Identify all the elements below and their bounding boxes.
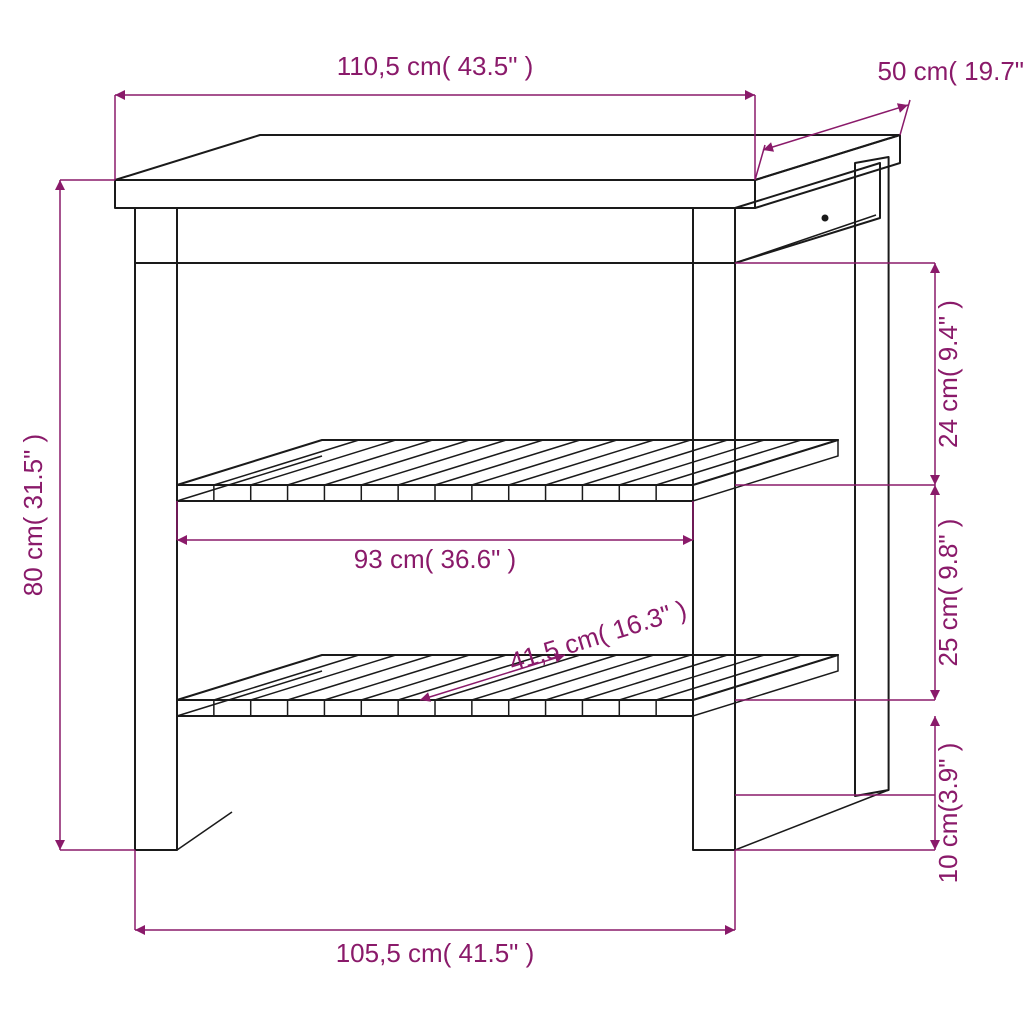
- leg: [693, 208, 735, 850]
- leg: [135, 208, 177, 850]
- dim-top-depth: 50 cm( 19.7" ): [878, 56, 1024, 86]
- front-apron: [135, 208, 735, 263]
- dim-height: 80 cm( 31.5" ): [18, 434, 48, 596]
- dim-top-width: 110,5 cm( 43.5" ): [337, 51, 534, 81]
- dim-gap-mid: 25 cm( 9.8" ): [933, 519, 963, 667]
- dim-shelf-width: 93 cm( 36.6" ): [354, 544, 516, 574]
- dim-base-width: 105,5 cm( 41.5" ): [336, 938, 535, 968]
- dim-shelf-depth: 41,5 cm( 16.3" ): [505, 594, 690, 677]
- table-top: [115, 135, 900, 180]
- dim-gap-bottom: 10 cm(3.9" ): [933, 743, 963, 884]
- dim-gap-top: 24 cm( 9.4" ): [933, 300, 963, 448]
